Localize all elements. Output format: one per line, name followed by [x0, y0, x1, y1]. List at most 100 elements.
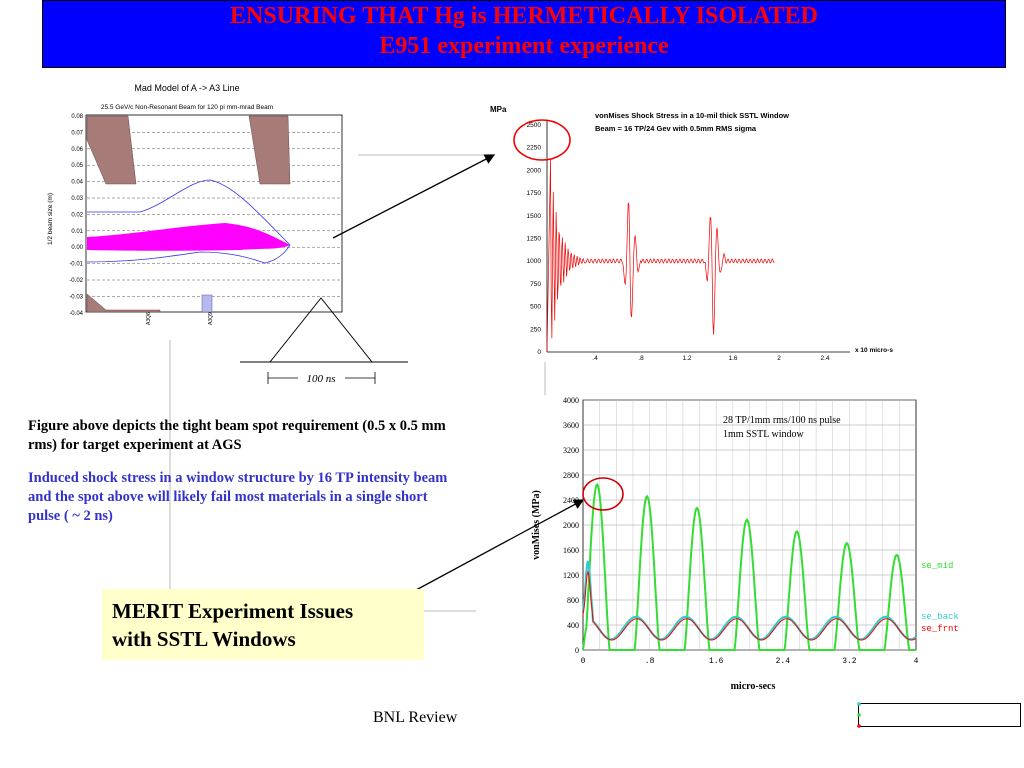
- magnet-1: [86, 115, 137, 185]
- stress-ytick-label: 3200: [563, 446, 579, 455]
- arrow-to-stress-plot: [391, 499, 585, 604]
- beam-outer-lower: [86, 244, 291, 264]
- mad-marker-2: A3Q9: [208, 312, 214, 325]
- stress-xticks: 0 .8 1.6 2.4 3.2 4: [581, 657, 919, 666]
- stress-ytick-label: 2800: [563, 471, 579, 480]
- mad-beam-plot: Mad Model of A -> A3 Line 25.5 GeV/c Non…: [47, 83, 343, 325]
- mad-plot-subtitle: 25.5 GeV/c Non-Resonant Beam for 120 pi …: [101, 104, 273, 111]
- stress-ytick-label: 2000: [563, 521, 579, 530]
- footer-text: BNL Review: [373, 709, 458, 726]
- stress-ytick-label: 0: [575, 646, 579, 655]
- stress-xlabel: micro-secs: [731, 681, 776, 692]
- stress-xtick-label: 3.2: [842, 657, 857, 666]
- vonmises-ytick-label: 2250: [527, 145, 542, 152]
- stress-annotation-2: 1mm SSTL window: [723, 429, 805, 440]
- vonmises-ytick-label: 500: [530, 304, 541, 311]
- mad-ytick-label: 0.04: [71, 180, 83, 186]
- vonmises-xtick-label: .8: [638, 355, 644, 362]
- magnet-3: [86, 293, 161, 313]
- corner-dots: [857, 702, 861, 728]
- merit-line-1: MERIT Experiment Issues: [112, 599, 354, 623]
- vonmises-xticks: .4 .8 1.2 1.6 2 2.4: [592, 355, 830, 362]
- vonmises-highlight-circle: [513, 119, 571, 161]
- mad-ytick-label: 0.05: [71, 163, 83, 169]
- dot-cyan: [857, 702, 861, 706]
- mad-yticks: 0.08 0.07 0.06 0.05 0.04 0.03 0.02 0.01 0.00 -0.0…: [69, 114, 83, 317]
- beam-outer-upper: [87, 179, 291, 246]
- mad-ytick-label: 0.06: [71, 147, 83, 153]
- induced-stress-caption: Induced shock stress in a window structu…: [28, 470, 448, 524]
- corner-box: [858, 703, 1021, 727]
- stress-ytick-label: 400: [567, 621, 579, 630]
- stress-xtick-label: 1.6: [709, 657, 724, 666]
- pulse-label: 100 ns: [306, 373, 335, 385]
- mad-ytick-label: 0.07: [71, 130, 83, 136]
- stress-ytick-label: 1200: [563, 571, 579, 580]
- legend-se-frnt: se_frnt: [921, 624, 959, 634]
- vonmises-plot: MPa vonMises Shock Stress in a 10-mil th…: [490, 105, 893, 362]
- dot-green: [857, 713, 861, 717]
- vonmises-xtick-label: 2.4: [820, 355, 829, 362]
- vonmises-ytick-label: 2000: [527, 167, 542, 174]
- series-se-frnt: [582, 570, 917, 641]
- vonmises-title-1: vonMises Shock Stress in a 10-mil thick …: [595, 111, 789, 120]
- stress-grid: [583, 399, 916, 651]
- stress-ytick-label: 4000: [563, 396, 579, 405]
- stress-annotation-1: 28 TP/1mm rms/100 ns pulse: [723, 415, 841, 426]
- stress-highlight-circle: [582, 477, 624, 511]
- vonmises-xtick-label: 2: [777, 355, 781, 362]
- mad-ytick-label: -0.02: [69, 278, 83, 284]
- vonmises-trace: [546, 159, 775, 353]
- series-se-mid: [582, 482, 916, 651]
- magnet-2: [248, 115, 291, 185]
- merit-line-2: with SSTL Windows: [112, 627, 296, 651]
- pulse-diagram: 100 ns: [240, 297, 408, 385]
- vonmises-unit: MPa: [490, 105, 507, 114]
- mad-ytick-label: -0.04: [69, 311, 83, 317]
- stress-xtick-label: .8: [645, 657, 655, 666]
- mad-ytick-label: 0.03: [71, 196, 83, 202]
- dot-red: [857, 724, 861, 728]
- vonmises-ytick-label: 0: [537, 349, 541, 356]
- stress-ytick-label: 2400: [563, 496, 579, 505]
- stress-ytick-label: 3600: [563, 421, 579, 430]
- mad-ytick-label: 0.00: [71, 245, 83, 251]
- stress-plot: 400036003200280024002000160012008004000 …: [531, 396, 959, 692]
- vonmises-ytick-label: 1750: [527, 190, 542, 197]
- title-bar: ENSURING THAT Hg is HERMETICALLY ISOLATE…: [42, 0, 1006, 68]
- vonmises-xtick-label: .4: [592, 355, 598, 362]
- vonmises-xtick-label: 1.2: [682, 355, 691, 362]
- vonmises-ytick-label: 1500: [527, 213, 542, 220]
- legend-se-back: se_back: [921, 612, 959, 622]
- vonmises-ytick-label: 1250: [527, 236, 542, 243]
- merit-callout: MERIT Experiment Issues with SSTL Window…: [102, 589, 424, 660]
- title-line-2: E951 experiment experience: [379, 33, 669, 59]
- mad-plot-ylabel: 1/2 beam size (m): [47, 193, 54, 245]
- mad-ytick-label: 0.08: [71, 114, 83, 120]
- vonmises-xunit: x 10 micro-s: [855, 347, 893, 354]
- beam-envelope: [87, 223, 290, 251]
- mad-marker-1: A3Q6: [146, 312, 152, 325]
- vonmises-ytick-label: 750: [530, 281, 541, 288]
- title-line-1: ENSURING THAT Hg is HERMETICALLY ISOLATE…: [230, 3, 818, 29]
- stress-ytick-label: 1600: [563, 546, 579, 555]
- mad-ytick-label: -0.01: [69, 262, 83, 268]
- vonmises-xtick-label: 1.6: [728, 355, 737, 362]
- pulse-triangle: [269, 297, 373, 363]
- mad-plot-title: Mad Model of A -> A3 Line: [134, 83, 239, 93]
- mad-ytick-label: 0.02: [71, 212, 83, 218]
- mad-ytick-label: -0.03: [69, 294, 83, 300]
- quad-marker: [201, 294, 213, 313]
- stress-ylabel: vonMises (MPa): [531, 490, 542, 560]
- vonmises-ytick-label: 2500: [527, 122, 542, 129]
- mad-ytick-label: 0.01: [71, 229, 83, 235]
- stress-ytick-label: 800: [567, 596, 579, 605]
- stress-xtick-label: 0: [581, 657, 586, 666]
- legend-se-mid: se_mid: [921, 561, 953, 571]
- stress-xtick-label: 4: [914, 657, 919, 666]
- arrow-to-vonmises: [332, 154, 496, 239]
